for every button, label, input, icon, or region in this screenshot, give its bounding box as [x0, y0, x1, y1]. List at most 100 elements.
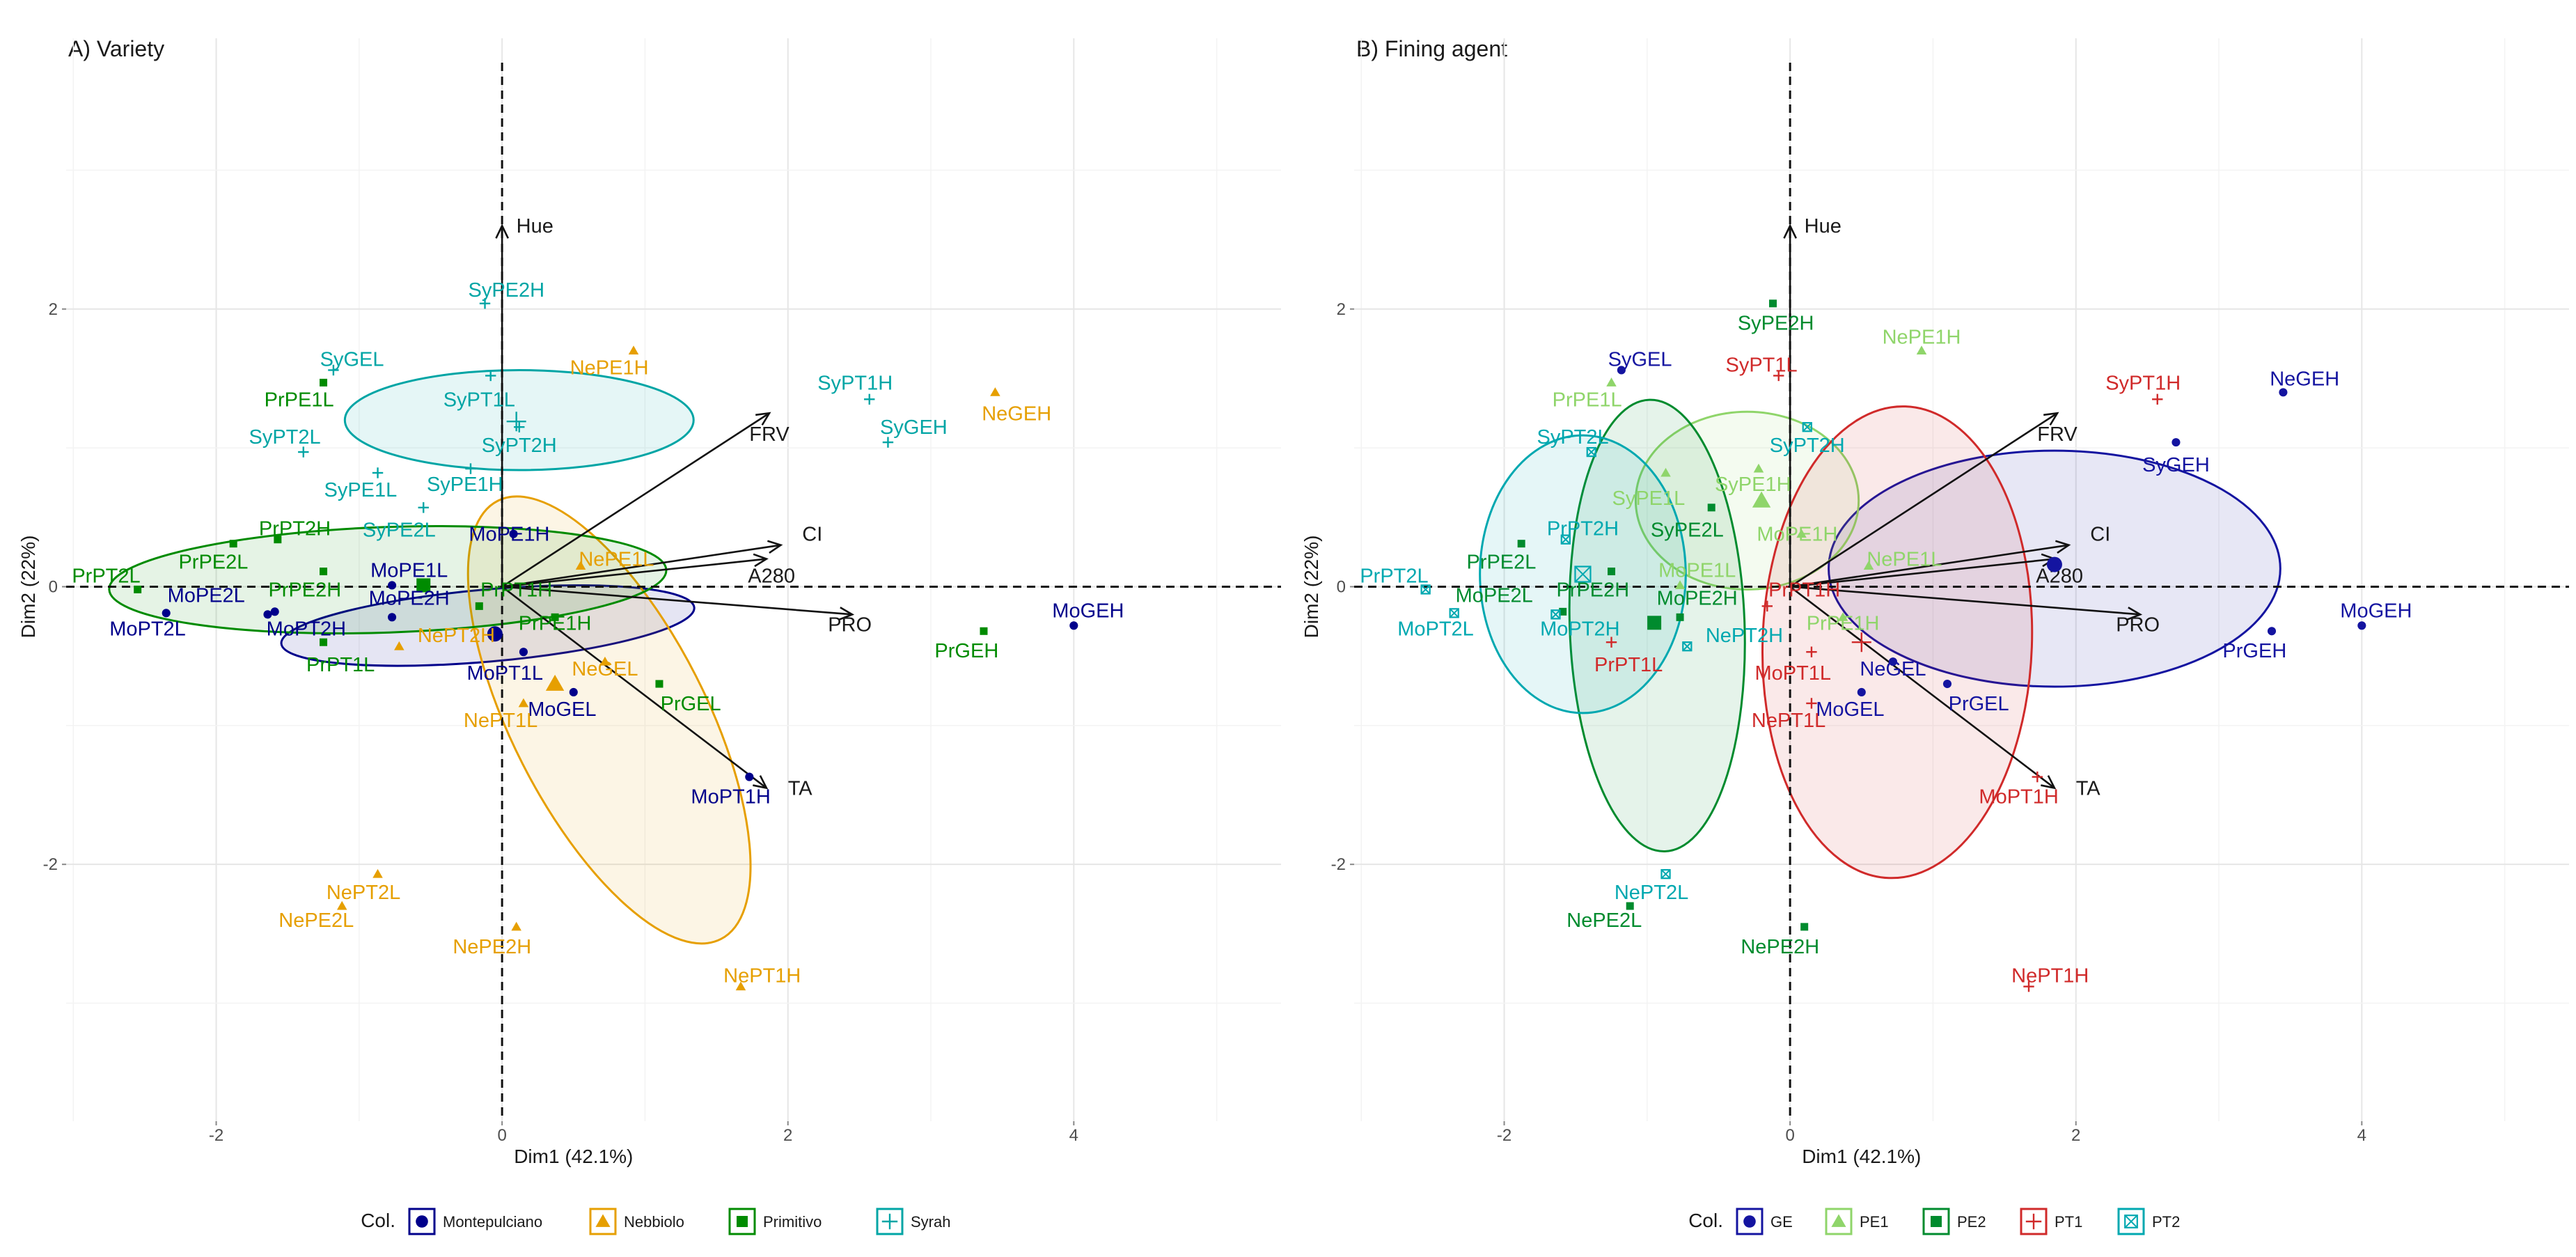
- point-label-prpt2l: PrPT2L: [72, 565, 140, 588]
- point-label-sype2h: SyPE2H: [469, 279, 545, 302]
- legend-marker-ge: [1743, 1215, 1756, 1228]
- point-nepe1l-shape: [1863, 561, 1874, 570]
- point-label-mope2l: MoPE2L: [1456, 584, 1533, 607]
- vector-ta: [501, 586, 767, 789]
- point-mope1l-shape: [388, 581, 397, 590]
- legend-marker-pt2: [2124, 1215, 2138, 1228]
- point-sygeh-shape: [2171, 438, 2181, 447]
- vector-head-ci: [2055, 540, 2071, 554]
- point-sype2h: [479, 298, 491, 309]
- point-sype1l-shape: [1660, 467, 1671, 477]
- point-prpt2h-box: [1560, 534, 1571, 545]
- vector-label-frv: FRV: [749, 423, 790, 446]
- point-label-prpe2h: PrPE2H: [1556, 579, 1629, 601]
- point-prgel: [655, 680, 663, 688]
- point-nepe1l: [575, 561, 586, 570]
- legend-title: Col.: [361, 1210, 395, 1231]
- point-nept2l: [1660, 868, 1671, 880]
- point-sype1l: [372, 467, 384, 478]
- x-axis-label: Dim1 (42.1%): [1802, 1146, 1921, 1167]
- point-label-sype2l: SyPE2L: [1651, 520, 1724, 542]
- point-label-sype2l: SyPE2L: [363, 520, 436, 542]
- point-mopt2h: [1550, 609, 1561, 620]
- vector-label-hue: Hue: [517, 215, 553, 237]
- centroid-primitivo: [416, 578, 431, 593]
- point-label-sype1l: SyPE1L: [1612, 487, 1686, 510]
- legend-marker-pe1: [1831, 1214, 1846, 1227]
- point-label-prgel: PrGEL: [661, 693, 721, 715]
- vector-head-hue: [1783, 224, 1798, 239]
- point-prpe1l-shape: [1606, 377, 1617, 387]
- vector-head-frv: [755, 412, 771, 426]
- panel-title: A) Variety: [68, 36, 164, 61]
- point-label-negel: NeGEL: [1860, 658, 1926, 680]
- point-label-mopt2h: MoPT2H: [267, 618, 346, 640]
- point-mopt2l: [162, 609, 171, 618]
- point-prgel: [1942, 679, 1952, 689]
- centroid-nebbiolo-shape: [545, 674, 565, 691]
- legend-item-syrah: Syrah: [876, 1208, 950, 1235]
- centroid-syrah: [506, 412, 526, 432]
- vector-label-ci: CI: [2090, 524, 2110, 546]
- vector-label-frv: FRV: [2037, 423, 2078, 446]
- vector-head-ta: [2041, 775, 2057, 790]
- point-prpt2l-d2: [1420, 584, 1431, 595]
- point-sype2l: [418, 502, 429, 513]
- point-nept1l-shape: [518, 698, 529, 708]
- point-sype1h: [465, 463, 476, 474]
- point-sype2h-shape: [1769, 299, 1777, 308]
- centroid-pe2-shape: [1647, 616, 1662, 630]
- point-label-sype1h: SyPE1H: [1715, 474, 1791, 496]
- point-label-nept1h: NePT1H: [723, 965, 801, 987]
- point-label-prpe1l: PrPE1L: [265, 389, 334, 411]
- point-nept1h: [735, 981, 746, 991]
- point-prgeh-shape: [980, 627, 988, 635]
- point-mogel: [569, 687, 578, 697]
- point-label-prpe1h: PrPE1H: [519, 612, 592, 634]
- legend-marker-pe1-shape: [1831, 1214, 1846, 1227]
- point-label-mope2h: MoPE2H: [369, 587, 450, 609]
- point-label-prpt1h: PrPT1H: [1768, 579, 1840, 601]
- point-nepe2l-shape: [1626, 902, 1634, 910]
- point-label-sype1l: SyPE1L: [324, 479, 398, 501]
- x-axis-label: Dim1 (42.1%): [514, 1146, 633, 1167]
- point-negel: [599, 656, 611, 666]
- loading-vectors: Hue FRV CI A280 PRO TA: [495, 215, 872, 800]
- point-nepe2l: [336, 900, 347, 910]
- point-mogel-shape: [569, 687, 578, 697]
- point-prpt1l: [1605, 637, 1617, 648]
- point-prpe2l: [1517, 540, 1525, 548]
- vector-head-ta: [753, 775, 769, 790]
- point-sypt2l: [298, 446, 309, 458]
- point-nept2l: [372, 868, 383, 878]
- point-sypt2h: [514, 421, 525, 432]
- point-label-mope1h: MoPE1H: [1757, 524, 1837, 546]
- point-sygel-shape: [1617, 366, 1626, 375]
- centroid-pt2: [1574, 565, 1592, 583]
- point-mopt2h: [263, 610, 272, 619]
- point-prgel-shape: [655, 680, 663, 688]
- vector-a280: [502, 558, 767, 588]
- centroid-ge: [2046, 556, 2062, 572]
- vector-label-ta: TA: [2076, 778, 2101, 800]
- point-nept2l-box: [1660, 868, 1671, 880]
- point-prpe2l-shape: [229, 540, 237, 548]
- point-prpe1h-shape: [551, 613, 559, 621]
- point-sygeh: [882, 437, 894, 448]
- point-label-mopt1l: MoPT1L: [466, 662, 543, 685]
- point-label-prpt2h: PrPT2H: [1547, 518, 1619, 540]
- point-prpt1h-shape: [475, 602, 483, 610]
- vector-head-a280: [753, 553, 769, 568]
- x-tick-label: 2: [2071, 1126, 2080, 1145]
- observations: MoGEH MoGEL NeGEH NeGEL PrGEH PrGEL SyGEH SyGEL…: [1360, 299, 2412, 992]
- point-label-sypt2h: SyPT2H: [482, 435, 557, 457]
- point-prgeh-shape: [2267, 627, 2277, 636]
- point-nepe1h-shape: [1916, 345, 1927, 355]
- confidence-ellipses: [108, 368, 752, 945]
- point-label-prpt1l: PrPT1L: [1594, 654, 1663, 676]
- point-nept2l-d2: [1660, 869, 1671, 879]
- point-label-prpt2h: PrPT2H: [259, 518, 331, 540]
- legend-label-syrah: Syrah: [911, 1213, 950, 1231]
- vector-head-ci: [767, 540, 783, 554]
- point-label-mope2h: MoPE2H: [1657, 587, 1738, 609]
